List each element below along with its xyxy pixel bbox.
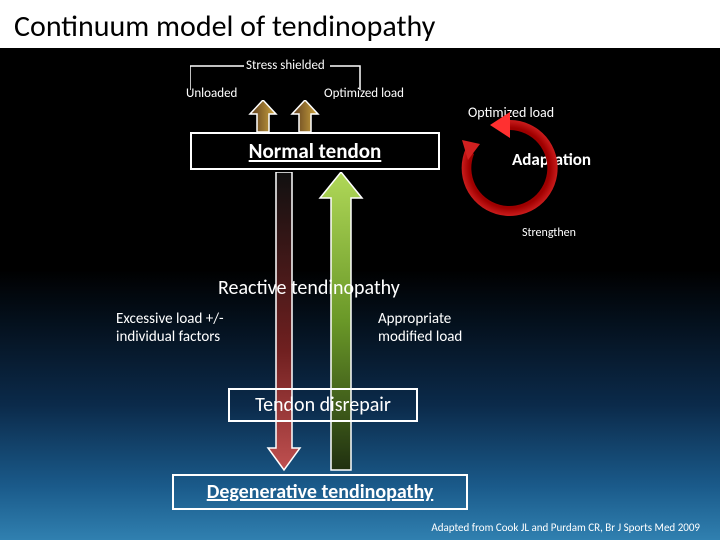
connector-lines — [190, 62, 430, 92]
appropriate-line2: modified load — [378, 328, 462, 346]
slide-root: Continuum model of tendinopathy Stress s… — [0, 0, 720, 540]
label-strengthen: Strengthen — [522, 226, 576, 240]
tendon-disrepair-text: Tendon disrepair — [255, 393, 391, 417]
arrow-circular-loop — [450, 108, 570, 228]
appropriate-line1: Appropriate — [378, 310, 451, 328]
citation-text: Adapted from Cook JL and Purdam CR, Br J… — [431, 521, 700, 534]
label-appropriate-load: Appropriate modified load — [378, 310, 462, 346]
excessive-line2: individual factors — [116, 328, 220, 346]
label-reactive-tendinopathy: Reactive tendinopathy — [218, 276, 400, 300]
box-degenerative: Degenerative tendinopathy — [172, 474, 468, 510]
arrow-up-right — [290, 100, 320, 134]
label-excessive-load: Excessive load +/- individual factors — [116, 310, 224, 346]
arrow-down-long — [266, 172, 302, 472]
box-tendon-disrepair: Tendon disrepair — [228, 388, 418, 422]
arrow-up-left — [248, 100, 278, 134]
excessive-line1: Excessive load +/- — [116, 310, 224, 328]
degenerative-text: Degenerative tendinopathy — [207, 480, 434, 504]
slide-title: Continuum model of tendinopathy — [14, 8, 435, 45]
arrow-up-long — [318, 172, 364, 472]
normal-tendon-text: Normal tendon — [249, 138, 382, 164]
box-normal-tendon: Normal tendon — [190, 132, 440, 170]
